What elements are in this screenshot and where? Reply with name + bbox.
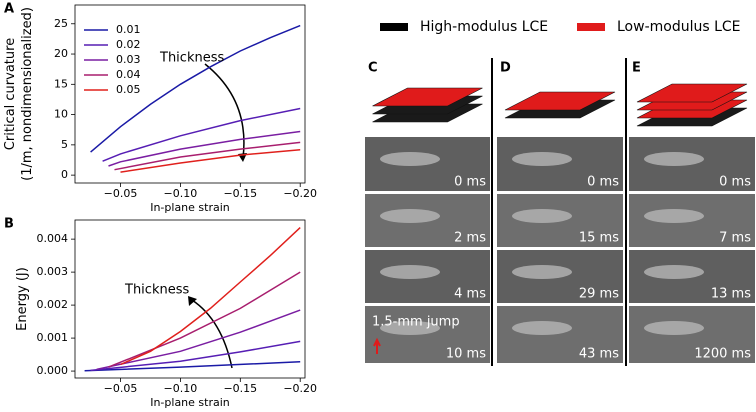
- annotation: Thickness: [159, 51, 224, 66]
- plot-frame: [74, 4, 306, 184]
- time-label: 13 ms: [711, 287, 751, 302]
- layer: [372, 87, 483, 107]
- x-tick-label: −0.15: [223, 187, 257, 200]
- y-tick-label: 0.002: [37, 298, 69, 311]
- specimen: [644, 321, 704, 335]
- y-tick-label: 15: [54, 77, 68, 90]
- jump-arrow: [373, 337, 381, 354]
- x-tick-label: −0.10: [164, 187, 198, 200]
- legend-label: 0.04: [116, 68, 141, 81]
- time-label: 29 ms: [579, 287, 619, 302]
- arrowhead: [188, 296, 197, 306]
- y-axis-label: Critical curvature (1/m, nondimensionaliz…: [3, 7, 35, 181]
- annotation: Thickness: [124, 283, 189, 298]
- specimen: [512, 152, 572, 166]
- legend-swatch: [380, 23, 408, 31]
- x-tick-label: −0.15: [223, 382, 257, 395]
- specimen: [644, 152, 704, 166]
- series-line: [108, 130, 301, 167]
- time-label: 43 ms: [579, 347, 619, 362]
- y-label-line: (1/m, nondimensionalized): [20, 7, 35, 181]
- time-label: 0 ms: [587, 175, 619, 190]
- y-tick-label: 5: [61, 138, 68, 151]
- panel-label: C: [368, 61, 378, 76]
- layer: [636, 83, 748, 103]
- time-label: 2 ms: [454, 231, 486, 246]
- series-line: [114, 141, 301, 171]
- x-tick-label: −0.20: [283, 382, 317, 395]
- y-tick-label: 0: [61, 168, 68, 181]
- time-label: 7 ms: [719, 231, 751, 246]
- y-label-line: Critical curvature: [3, 38, 18, 150]
- legend-label: 0.03: [116, 53, 141, 66]
- specimen: [380, 321, 440, 335]
- legend-label: High-modulus LCE: [420, 19, 548, 35]
- panel-label: A: [4, 2, 14, 17]
- series-line: [96, 309, 301, 371]
- y-axis-label: Energy (J): [15, 267, 30, 331]
- series-line: [120, 227, 301, 366]
- x-tick-label: −0.20: [283, 187, 317, 200]
- y-tick-label: 20: [54, 47, 68, 60]
- frame-photo: [497, 306, 623, 363]
- time-label: 10 ms: [446, 347, 486, 362]
- series-line: [120, 148, 301, 173]
- specimen: [644, 265, 704, 279]
- layer: [504, 91, 616, 111]
- legend-label: 0.05: [116, 83, 141, 96]
- specimen: [644, 209, 704, 223]
- legend-label: Low-modulus LCE: [617, 19, 741, 35]
- time-label: 0 ms: [454, 175, 486, 190]
- specimen: [512, 209, 572, 223]
- legend-label: 0.01: [116, 23, 141, 36]
- series-line: [102, 107, 301, 162]
- panel-label: D: [500, 61, 511, 76]
- jump-note: 1.5-mm jump: [372, 315, 460, 330]
- specimen: [380, 265, 440, 279]
- legend-swatch: [577, 23, 605, 31]
- y-tick-label: 0.001: [37, 331, 69, 344]
- frame-photo: [365, 306, 490, 363]
- x-axis-label: In-plane strain: [150, 396, 230, 409]
- series-line: [90, 340, 301, 372]
- y-tick-label: 10: [54, 108, 68, 121]
- x-tick-label: −0.10: [164, 382, 198, 395]
- thickness-arrow: [191, 299, 233, 369]
- x-axis-label: In-plane strain: [150, 201, 230, 214]
- series-line: [90, 24, 301, 153]
- x-tick-label: −0.05: [104, 187, 138, 200]
- series-line: [84, 361, 301, 372]
- y-tick-label: 0.000: [37, 364, 69, 377]
- frame-photo: [629, 306, 755, 363]
- panel-label: B: [4, 217, 14, 232]
- time-label: 15 ms: [579, 231, 619, 246]
- plot-frame: [74, 219, 306, 379]
- series-line: [108, 271, 301, 368]
- specimen: [512, 265, 572, 279]
- y-tick-label: 0.004: [37, 232, 69, 245]
- time-label: 4 ms: [454, 287, 486, 302]
- legend-label: 0.02: [116, 38, 141, 51]
- specimen: [512, 321, 572, 335]
- specimen: [380, 209, 440, 223]
- time-label: 1200 ms: [694, 347, 751, 362]
- thickness-arrow: [204, 63, 245, 159]
- y-tick-label: 0.003: [37, 265, 69, 278]
- time-label: 0 ms: [719, 175, 751, 190]
- y-tick-label: 25: [54, 17, 68, 30]
- specimen: [380, 152, 440, 166]
- panel-label: E: [632, 61, 641, 76]
- x-tick-label: −0.05: [104, 382, 138, 395]
- y-label-line: Energy (J): [15, 267, 30, 331]
